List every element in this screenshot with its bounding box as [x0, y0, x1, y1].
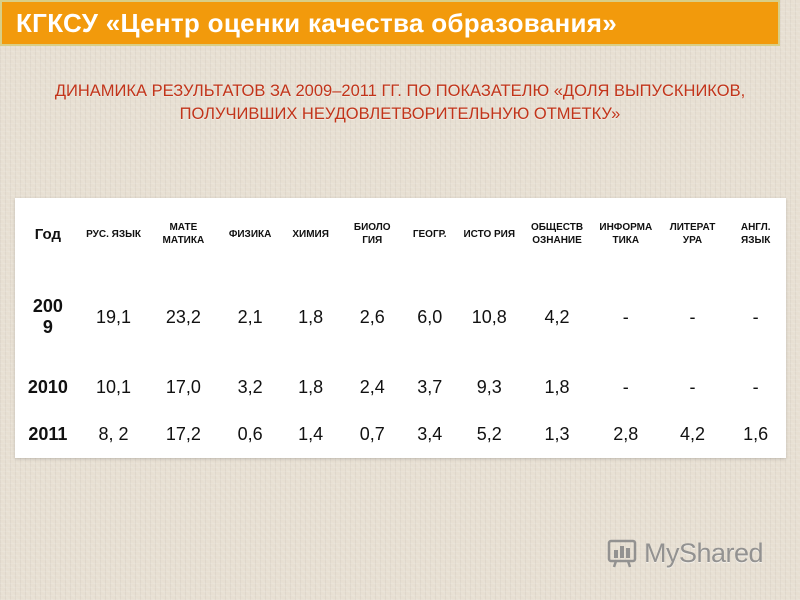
header-literature: ЛИТЕРАТ УРА: [669, 222, 716, 246]
myshared-watermark: MyShared: [606, 536, 764, 570]
table-row: 2011 8, 2 17,2 0,6 1,4 0,7 3,4 5,2 1,3 2…: [15, 411, 786, 458]
subtitle-line-2: ПОЛУЧИВШИХ НЕУДОВЛЕТВОРИТЕЛЬНУЮ ОТМЕТКУ»: [179, 105, 621, 123]
table-cell: 2,1: [237, 306, 263, 327]
table-cell: 1,6: [743, 424, 769, 444]
title-bar: КГКСУ «Центр оценки качества образования…: [0, 0, 780, 46]
header-russian: РУС. ЯЗЫК: [86, 228, 141, 240]
header-informatics: ИНФОРМА ТИКА: [599, 222, 653, 246]
header-row: Год РУС. ЯЗЫК МАТЕ МАТИКА ФИЗИКА ХИМИЯ Б…: [15, 198, 786, 270]
table-row: 2009 19,1 23,2 2,1 1,8 2,6 6,0 10,8 4,2 …: [15, 270, 786, 364]
table-cell: -: [752, 377, 759, 397]
header-history: ИСТО РИЯ: [463, 228, 516, 240]
results-table-card: Год РУС. ЯЗЫК МАТЕ МАТИКА ФИЗИКА ХИМИЯ Б…: [15, 198, 786, 458]
table-cell: 2,6: [359, 306, 385, 327]
table-cell: 10,1: [96, 377, 132, 397]
table-cell: 1,8: [298, 377, 324, 397]
table-cell: 2,8: [613, 424, 639, 444]
subtitle: ДИНАМИКА РЕЗУЛЬТАТОВ ЗА 2009–2011 ГГ. ПО…: [20, 80, 780, 126]
table-cell: 19,1: [96, 306, 132, 327]
table-cell: 1,8: [298, 306, 324, 327]
header-geography: ГЕОГР.: [412, 228, 447, 240]
table-cell: 3,4: [417, 424, 443, 444]
table-cell: -: [689, 306, 696, 327]
table-cell: 4,2: [544, 306, 570, 327]
table-cell: -: [689, 377, 696, 397]
table-cell: 23,2: [165, 306, 201, 327]
table-cell: 1,4: [298, 424, 324, 444]
table-cell: 0,7: [359, 424, 385, 444]
row-year: 2009: [32, 296, 63, 337]
table-cell: 2,4: [359, 377, 385, 397]
results-table: Год РУС. ЯЗЫК МАТЕ МАТИКА ФИЗИКА ХИМИЯ Б…: [15, 198, 786, 458]
table-cell: 1,8: [544, 377, 570, 397]
watermark-text: MyShared: [644, 537, 764, 568]
table-cell: 0,6: [237, 424, 263, 444]
table-cell: 17,0: [165, 377, 201, 397]
page-title: КГКСУ «Центр оценки качества образования…: [16, 7, 618, 38]
table-cell: 10,8: [471, 306, 507, 327]
table-cell: 3,2: [237, 377, 263, 397]
header-chemistry: ХИМИЯ: [292, 228, 329, 240]
table-cell: -: [622, 306, 629, 327]
header-year: Год: [34, 225, 61, 243]
row-year: 2010: [27, 377, 68, 397]
table-cell: 4,2: [679, 424, 706, 444]
table-cell: 5,2: [476, 424, 502, 444]
header-math: МАТЕ МАТИКА: [162, 222, 205, 246]
table-cell: -: [752, 306, 759, 327]
table-cell: 3,7: [417, 377, 443, 397]
table-cell: -: [622, 377, 629, 397]
header-social-studies: ОБЩЕСТВ ОЗНАНИЕ: [530, 222, 584, 246]
subtitle-line-1: ДИНАМИКА РЕЗУЛЬТАТОВ ЗА 2009–2011 ГГ. ПО…: [54, 82, 746, 100]
myshared-logo-icon: [606, 536, 640, 570]
table-cell: 6,0: [417, 306, 443, 327]
table-cell: 17,2: [165, 424, 201, 444]
header-biology: БИОЛО ГИЯ: [353, 222, 391, 246]
row-year: 2011: [28, 424, 68, 444]
table-row: 2010 10,1 17,0 3,2 1,8 2,4 3,7 9,3 1,8 -…: [15, 364, 786, 411]
table-cell: 8, 2: [98, 424, 129, 444]
header-physics: ФИЗИКА: [228, 228, 272, 240]
table-cell: 9,3: [476, 377, 502, 397]
header-english: АНГЛ. ЯЗЫК: [740, 222, 771, 246]
table-cell: 1,3: [544, 424, 570, 444]
